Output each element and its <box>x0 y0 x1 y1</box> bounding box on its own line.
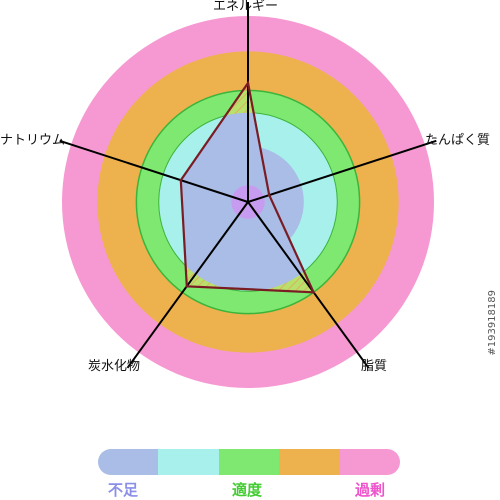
axis-label-protein: たんぱく質 <box>425 133 491 148</box>
legend-label-deficient: 不足 <box>108 481 139 499</box>
data-outline <box>179 80 316 294</box>
data-point-0 <box>246 81 250 85</box>
data-point-3 <box>185 285 188 288</box>
axis-line-4 <box>59 139 249 203</box>
data-polygon <box>179 80 316 294</box>
legend-segment-1 <box>158 449 220 475</box>
image-id: #193918189 <box>487 290 498 356</box>
axis-label-fat: 脂質 <box>361 359 388 374</box>
legend-segment-3 <box>279 449 341 475</box>
axis-label-carbohydrate: 炭水化物 <box>88 359 141 374</box>
legend-label-excess: 過剰 <box>355 481 386 499</box>
legend-segment-4 <box>339 449 401 475</box>
axis-line-1 <box>247 139 437 203</box>
axis-line-2 <box>247 201 370 369</box>
legend-segment-0 <box>98 449 159 475</box>
axis-label-sodium: ナトリウム <box>0 133 66 148</box>
legend-bar <box>98 449 401 475</box>
axis-label-energy: エネルギー <box>213 0 279 14</box>
data-point-1 <box>268 193 271 197</box>
legend-label-adequate: 適度 <box>232 481 263 499</box>
legend-segment-2 <box>218 449 280 475</box>
data-point-2 <box>312 291 315 294</box>
data-point-4 <box>179 179 182 182</box>
